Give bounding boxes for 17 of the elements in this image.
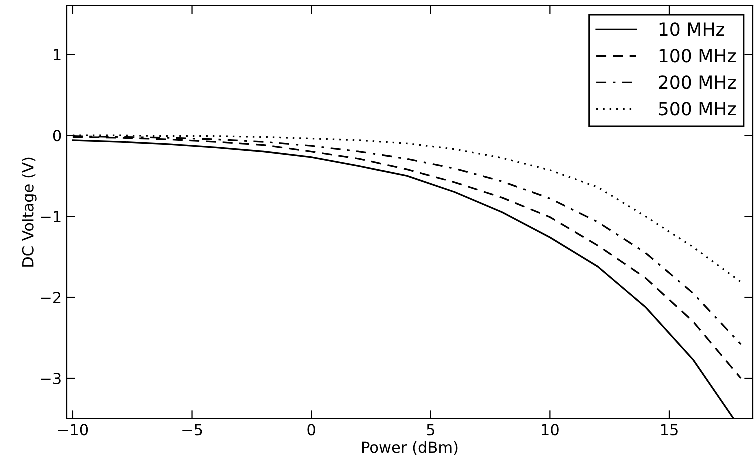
x-tick-label: −10 [58, 424, 88, 436]
x-tick-label: −5 [182, 424, 202, 436]
y-tick-label: 1 [54, 49, 61, 60]
x-tick-label: 10 [542, 424, 559, 436]
y-tick-label: −1 [41, 211, 61, 222]
y-tick-label: −3 [41, 372, 61, 385]
y-tick-label: 0 [53, 130, 62, 142]
x-axis-title: Power (dBm) [362, 441, 458, 456]
legend-label: 100 MHz [660, 49, 736, 63]
y-axis-title: DC Voltage (V) [22, 158, 37, 267]
x-tick-label: 0 [308, 424, 316, 436]
legend-label: 200 MHz [659, 76, 736, 90]
legend-label: 500 MHz [659, 102, 736, 116]
x-tick-label: 15 [661, 424, 678, 436]
y-tick-label: −2 [41, 292, 61, 304]
x-tick-label: 5 [427, 424, 434, 436]
legend-label: 10 MHz [660, 22, 724, 36]
